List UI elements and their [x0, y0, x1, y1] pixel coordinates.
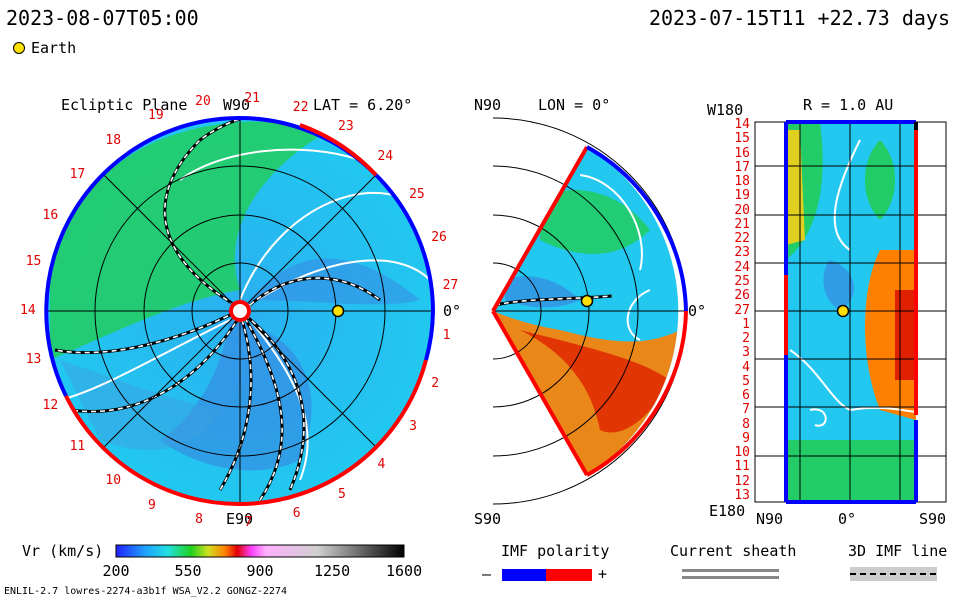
carrington-label: 8 — [195, 511, 203, 527]
radial-r: R = 1.0 AU — [803, 96, 894, 114]
carrington-label: 19 — [148, 108, 164, 124]
radial-tick-label: 26 — [734, 288, 750, 304]
earth-marker-radial — [836, 304, 850, 318]
radial-w180: W180 — [707, 101, 744, 119]
colorbar-tick: 550 — [174, 562, 202, 580]
carrington-label: 27 — [442, 278, 459, 294]
carrington-label: 1 — [442, 327, 451, 343]
carrington-label: 25 — [409, 186, 425, 202]
ecliptic-w90: W90 — [223, 96, 251, 114]
carrington-label: 10 — [105, 473, 122, 489]
carrington-label: 26 — [431, 230, 447, 246]
carrington-label: 12 — [42, 398, 59, 414]
ecliptic-panel — [44, 115, 435, 507]
carrington-label: 21 — [244, 91, 260, 107]
imf-polarity-title: IMF polarity — [501, 542, 610, 560]
radial-tick-label: 21 — [734, 216, 750, 232]
imf3d-legend-swatch — [850, 567, 937, 581]
imf-negative-swatch — [502, 569, 546, 581]
carrington-label: 22 — [292, 99, 309, 115]
colorbar-tick: 1600 — [386, 562, 423, 580]
meridional-zero: 0° — [688, 302, 707, 320]
radial-tick-label: 4 — [742, 359, 750, 375]
colorbar-tick: 1250 — [314, 562, 351, 580]
imf-minus-label: – — [482, 565, 492, 583]
radial-tick-label: 12 — [734, 473, 750, 489]
radial-tick-label: 17 — [734, 159, 750, 175]
radial-tick-label: 7 — [742, 402, 750, 418]
carrington-label: 17 — [69, 166, 86, 182]
radial-tick-label: 6 — [742, 388, 750, 404]
radial-s90: S90 — [919, 510, 947, 528]
radial-tick-label: 16 — [734, 145, 750, 161]
radial-tick-label: 23 — [734, 245, 750, 261]
earth-legend-label: Earth — [31, 39, 77, 57]
radial-tick-label: 13 — [734, 488, 750, 503]
carrington-label: 9 — [148, 497, 156, 513]
ecliptic-lat: LAT = 6.20° — [313, 96, 413, 114]
carrington-label: 23 — [338, 119, 354, 135]
ecliptic-e90: E90 — [226, 510, 254, 528]
meridional-n90: N90 — [474, 96, 502, 114]
radial-e180: E180 — [709, 502, 746, 520]
radial-n90: N90 — [756, 510, 784, 528]
carrington-label: 6 — [292, 506, 301, 522]
imf-plus-label: + — [598, 565, 608, 583]
meridional-panel — [491, 117, 688, 505]
carrington-label: 18 — [105, 132, 122, 148]
earth-marker-meridional — [580, 294, 594, 308]
radial-tick-label: 20 — [734, 202, 750, 218]
carrington-label: 5 — [338, 486, 346, 502]
carrington-label: 2 — [431, 375, 440, 391]
run-time: 2023-07-15T11 +22.73 days — [648, 6, 950, 30]
radial-tick-label: 18 — [734, 174, 750, 190]
carrington-label: 24 — [377, 148, 394, 164]
radial-tick-label: 8 — [742, 416, 750, 432]
colorbar-title: Vr (km/s) — [22, 542, 104, 560]
imf3d-title: 3D IMF line — [848, 542, 948, 560]
radial-tick-label: 3 — [742, 345, 750, 361]
velocity-colorbar — [115, 544, 405, 558]
imf-positive-swatch — [546, 569, 592, 581]
radial-panel — [754, 120, 947, 504]
carrington-label: 4 — [377, 457, 386, 473]
carrington-label: 20 — [195, 94, 211, 110]
earth-marker — [331, 304, 345, 318]
carrington-label: 15 — [25, 254, 42, 270]
colorbar-tick: 900 — [246, 562, 274, 580]
radial-tick-label: 2 — [742, 331, 750, 347]
radial-tick-label: 9 — [742, 430, 750, 446]
model-footer: ENLIL-2.7 lowres-2274-a3b1f WSA_V2.2 GON… — [4, 586, 287, 597]
radial-tick-label: 27 — [734, 302, 750, 318]
radial-tick-label: 22 — [734, 231, 750, 247]
radial-tick-label: 5 — [742, 373, 750, 389]
ecliptic-zero: 0° — [443, 302, 462, 320]
sheath-legend-swatch — [682, 569, 779, 579]
radial-tick-label: 14 — [734, 117, 750, 132]
meridional-lon: LON = 0° — [538, 96, 611, 114]
sun-marker — [229, 300, 251, 322]
earth-legend-icon — [13, 42, 25, 54]
colorbar-tick: 200 — [102, 562, 130, 580]
current-sheath-title: Current sheath — [670, 542, 797, 560]
radial-tick-label: 19 — [734, 188, 750, 204]
ecliptic-title: Ecliptic Plane — [61, 96, 188, 114]
radial-tick-label: 15 — [734, 131, 750, 147]
carrington-label: 3 — [409, 419, 417, 435]
carrington-label: 16 — [42, 207, 59, 223]
radial-tick-label: 10 — [734, 445, 750, 461]
meridional-s90: S90 — [474, 510, 502, 528]
radial-tick-label: 11 — [734, 459, 750, 475]
radial-tick-label: 24 — [734, 259, 750, 275]
carrington-label: 7 — [244, 514, 253, 530]
current-time: 2023-08-07T05:00 — [6, 6, 199, 30]
radial-tick-label: 25 — [734, 273, 750, 289]
carrington-label: 14 — [20, 303, 36, 318]
carrington-label: 13 — [25, 351, 42, 367]
carrington-label: 11 — [69, 439, 86, 455]
radial-zero: 0° — [838, 510, 857, 528]
radial-tick-label: 1 — [742, 316, 750, 332]
